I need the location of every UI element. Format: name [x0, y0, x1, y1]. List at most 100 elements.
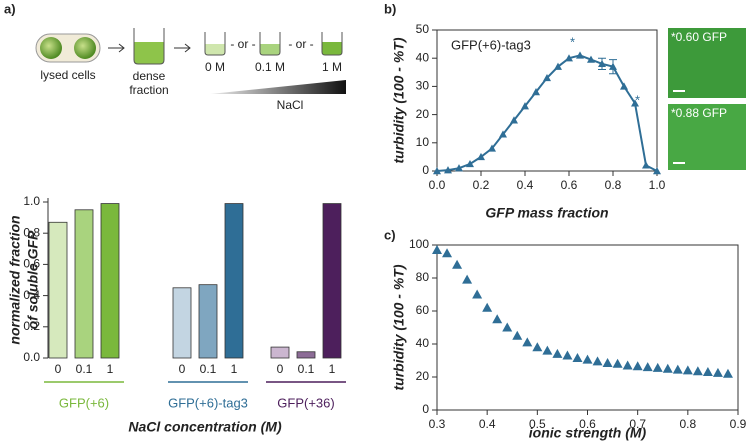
cell — [74, 37, 96, 59]
bar — [322, 203, 342, 359]
y-tick-label: 40 — [416, 50, 430, 64]
x-tick-label: 1 — [107, 362, 114, 376]
marker — [598, 59, 606, 68]
marker — [692, 366, 703, 376]
y-tick-label: 0.0 — [23, 350, 40, 364]
marker — [554, 62, 562, 70]
schematic-label: dense — [133, 69, 166, 83]
marker — [587, 55, 595, 63]
legend-label: GFP(+36) — [277, 395, 334, 410]
schematic-label: fraction — [129, 83, 168, 97]
marker — [582, 354, 593, 364]
marker — [432, 244, 442, 254]
marker — [532, 88, 540, 96]
bar — [172, 287, 192, 359]
marker — [532, 342, 543, 352]
bar — [48, 221, 68, 359]
micrograph — [668, 104, 746, 170]
legend-label: GFP(+6) — [59, 395, 109, 410]
marker — [632, 361, 643, 371]
marker — [622, 360, 633, 370]
marker — [543, 73, 551, 82]
marker — [466, 159, 474, 168]
line — [436, 54, 658, 172]
y-tick-label: 100 — [409, 237, 429, 251]
x-tick-label: 0 — [55, 362, 62, 376]
beaker — [259, 32, 281, 56]
marker — [602, 357, 613, 367]
arrow — [174, 43, 191, 53]
marker — [609, 62, 617, 70]
bar — [100, 203, 120, 359]
marker — [455, 164, 463, 172]
y-axis-label: of soluble GFP — [25, 230, 41, 329]
marker — [662, 363, 673, 373]
marker — [512, 330, 523, 340]
plot-frame — [436, 29, 658, 172]
y-tick-label: 80 — [416, 270, 430, 284]
y-tick-label: 30 — [416, 79, 430, 93]
marker — [682, 365, 693, 375]
plot-frame — [436, 244, 739, 411]
marker — [631, 99, 639, 107]
marker — [452, 259, 463, 269]
annotation: GFP(+6)-tag3 — [451, 37, 531, 52]
schematic: lysed cells dense fraction 0 M 0.1 M 1 M… — [35, 28, 346, 112]
gradient-wedge — [210, 80, 346, 94]
y-tick-label: 0.2 — [23, 319, 40, 333]
marker — [712, 367, 723, 377]
x-tick-label: 0 — [277, 362, 284, 376]
marker — [462, 274, 473, 284]
marker — [510, 116, 518, 124]
marker — [653, 167, 661, 175]
marker — [620, 82, 628, 90]
marker — [499, 130, 507, 138]
arrow — [108, 43, 125, 53]
beaker-fill — [134, 42, 164, 64]
marker — [652, 362, 663, 372]
marker — [472, 289, 483, 299]
y-tick-label: 60 — [416, 303, 430, 317]
y-axis-label: turbidity (100 - %T) — [391, 37, 407, 163]
y-tick-label: 10 — [416, 135, 430, 149]
schematic-label: NaCl — [277, 98, 304, 112]
x-tick-label: 0.6 — [579, 417, 596, 431]
x-tick-label: 0 — [179, 362, 186, 376]
beaker — [204, 32, 226, 56]
x-tick-label: 0.3 — [429, 417, 446, 431]
inset-label: *0.88 GFP — [671, 106, 727, 120]
panel-label: a) — [4, 1, 16, 16]
inset-label: *0.60 GFP — [671, 30, 727, 44]
marker — [444, 166, 452, 174]
y-tick-label: 20 — [416, 107, 430, 121]
beaker — [321, 32, 343, 56]
marker — [702, 367, 713, 377]
schematic-label: - or - — [288, 37, 313, 51]
x-tick-label: 0.4 — [517, 178, 534, 192]
panel-label: c) — [384, 227, 396, 242]
marker — [552, 348, 563, 358]
y-tick-label: 1.0 — [23, 194, 40, 208]
panel-label: b) — [384, 1, 396, 16]
x-tick-label: 0.0 — [429, 178, 446, 192]
x-tick-label: 0.1 — [200, 362, 217, 376]
schematic-label: - or - — [230, 37, 255, 51]
marker — [672, 364, 683, 374]
x-tick-label: 0.4 — [479, 417, 496, 431]
x-tick-label: 0.9 — [730, 417, 747, 431]
marker — [542, 345, 553, 355]
y-tick-label: 40 — [416, 336, 430, 350]
schematic-label: 0 M — [205, 60, 225, 74]
x-tick-label: 0.6 — [561, 178, 578, 192]
y-tick-label: 20 — [416, 369, 430, 383]
bar — [296, 351, 316, 359]
marker — [572, 353, 583, 363]
y-tick-label: 0.6 — [23, 257, 40, 271]
beaker-fill — [260, 44, 280, 55]
schematic-label: 0.1 M — [255, 60, 285, 74]
marker — [642, 161, 650, 169]
y-tick-label: 0.8 — [23, 225, 40, 239]
schematic-label: lysed cells — [40, 68, 95, 82]
y-axis-label: normalized fraction — [7, 215, 23, 344]
